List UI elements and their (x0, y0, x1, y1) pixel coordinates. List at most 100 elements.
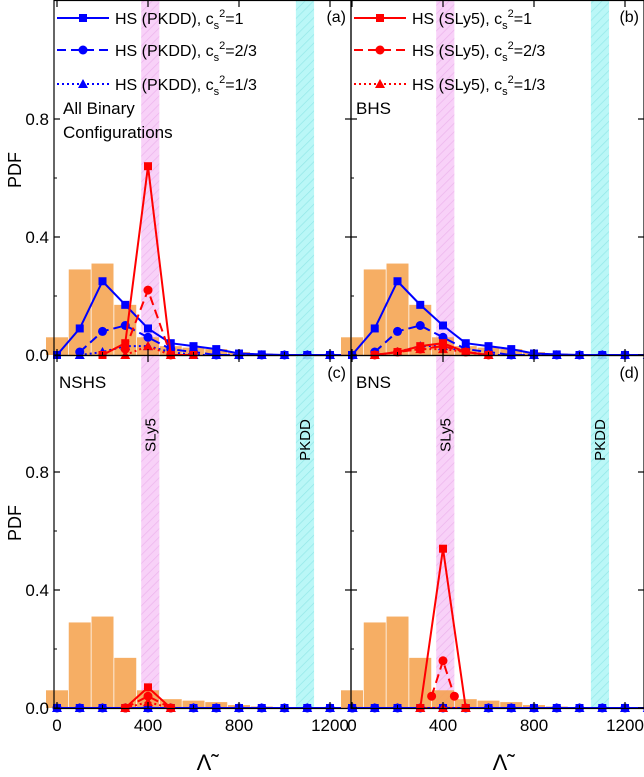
series-point (211, 350, 222, 359)
x-axis-label-left: Λ̃ (197, 750, 220, 775)
series-point (393, 326, 402, 336)
series-point (120, 350, 131, 359)
series-point (369, 350, 380, 359)
series-point (506, 350, 517, 359)
legend-label: HS (PKDD), cs2=1/3 (115, 74, 257, 98)
band-label-sly5: SLy5 (437, 418, 454, 452)
x-tick-label: 400 (134, 716, 162, 735)
legend-label: HS (PKDD), cs2=2/3 (115, 40, 257, 64)
series-point (74, 703, 85, 712)
series-point (484, 342, 493, 351)
panel-label: (d) (619, 365, 639, 382)
legend-marker (375, 45, 385, 55)
panel-note: All Binary (63, 99, 135, 118)
y-tick-label: 0.4 (25, 581, 49, 600)
histogram-bar (341, 337, 363, 355)
histogram-bar (91, 616, 114, 708)
series-point (144, 683, 152, 692)
y-tick-label: 0.4 (25, 228, 49, 247)
band-pkdd (295, 1, 315, 355)
band-pkdd (295, 356, 315, 708)
series-point (256, 703, 267, 712)
series-point (460, 703, 471, 712)
series-point (143, 332, 153, 342)
histogram-bar (363, 622, 386, 708)
series-point (415, 703, 426, 712)
series-point (370, 324, 379, 333)
legend-marker (375, 79, 385, 88)
legend-left: HS (PKDD), cs2=1 HS (PKDD), cs2=2/3 HS (PK… (57, 8, 257, 98)
series-line (374, 348, 489, 356)
panel-note: BNS (356, 373, 391, 392)
series-point (439, 321, 447, 330)
panel-note: BHS (356, 99, 391, 118)
series-line (430, 657, 456, 697)
series-point (143, 691, 153, 701)
series-point (415, 344, 426, 354)
series-point (302, 703, 313, 712)
x-tick-label: 800 (520, 716, 548, 735)
y-tick-label: 0.0 (25, 346, 49, 365)
series-point (506, 703, 517, 712)
band-sly5 (436, 356, 455, 708)
series-point (165, 350, 176, 359)
histogram-bar (46, 337, 68, 355)
series-point (597, 703, 608, 712)
series-point (98, 326, 107, 336)
series-point (189, 342, 198, 351)
series-point (256, 350, 267, 359)
histogram-bar (409, 657, 432, 708)
histogram-bar (341, 690, 363, 708)
y-tick-label: 0.8 (25, 463, 49, 482)
histogram-bar (46, 690, 68, 708)
series-point (143, 285, 153, 295)
series-point (74, 350, 85, 359)
legend-label: HS (PKDD), cs2=1 (115, 8, 244, 32)
series-line (124, 345, 172, 356)
panel-label: (b) (619, 9, 639, 26)
band-label-sly5: SLy5 (142, 418, 159, 452)
series-point (427, 691, 437, 701)
legend-marker (78, 79, 88, 88)
series-point (551, 703, 562, 712)
series-line (124, 695, 172, 709)
series-point (392, 347, 403, 357)
y-tick-label: 0.0 (25, 699, 49, 718)
band-sly5 (436, 1, 455, 355)
legend-marker (376, 14, 384, 22)
series-point (369, 703, 380, 712)
series-point (415, 321, 425, 330)
series-point (143, 697, 153, 707)
series-point (461, 339, 470, 348)
legend-right: HS (SLy5), cs2=1 HS (SLy5), cs2=2/3 HS (SL… (354, 8, 545, 98)
panel-c: SLy5 PKDD 0 400 800 1200 0.0 0.4 0.8 (c) NSHS (25, 354, 358, 735)
panel-note: NSHS (59, 373, 106, 392)
panel-b: (b) BHS (341, 0, 644, 360)
series-point (416, 300, 425, 309)
series-point (144, 162, 152, 171)
series-point (212, 345, 221, 354)
series-point (144, 324, 152, 333)
histogram-bar (432, 690, 454, 708)
legend-marker (79, 14, 87, 22)
legend-label: HS (SLy5), cs2=1 (412, 8, 532, 32)
series-point (460, 347, 471, 357)
band-label-pkdd: PKDD (592, 419, 609, 461)
y-tick-label: 0.8 (25, 110, 49, 129)
series-point (438, 656, 448, 666)
x-tick-label: 0 (347, 716, 356, 735)
series-point (439, 544, 447, 553)
band-pkdd (590, 1, 610, 355)
band-sly5 (141, 356, 160, 708)
series-point (121, 300, 130, 309)
legend-label: HS (SLy5), cs2=1/3 (412, 74, 545, 98)
plot-frame (350, 354, 644, 710)
series-point (438, 344, 448, 354)
series-point (393, 277, 402, 286)
series-point (165, 703, 176, 712)
series-point (120, 703, 131, 712)
series-point (121, 339, 130, 348)
y-axis-label-top: PDF (5, 152, 25, 188)
histogram-bar (114, 657, 137, 708)
